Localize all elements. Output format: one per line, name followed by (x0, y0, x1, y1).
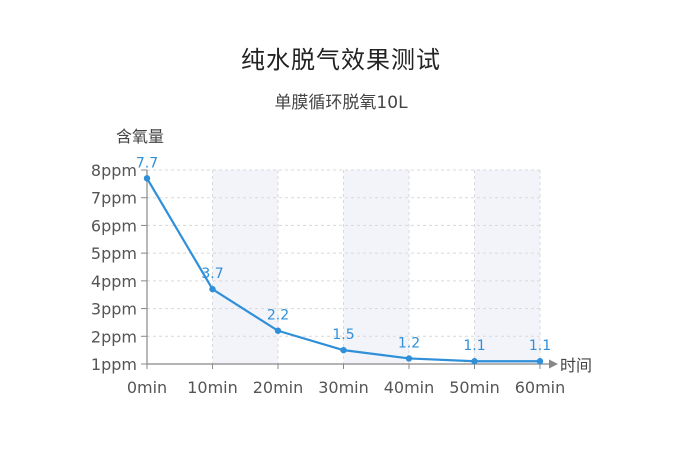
data-point (274, 327, 282, 334)
x-tick-label: 0min (127, 378, 167, 397)
y-tick-label: 1ppm (91, 355, 137, 374)
data-label: 1.2 (398, 335, 420, 351)
x-axis-arrow (549, 359, 558, 369)
data-point (209, 285, 216, 293)
data-point (405, 355, 413, 362)
y-tick-label: 8ppm (91, 161, 137, 180)
data-label: 3.7 (201, 266, 223, 282)
y-tick-label: 7ppm (91, 189, 137, 208)
data-point (471, 358, 478, 365)
data-point (340, 346, 347, 354)
data-label: 2.2 (267, 308, 289, 324)
y-axis-title: 含氧量 (116, 127, 164, 146)
data-label: 1.1 (529, 338, 551, 354)
x-tick-label: 50min (449, 378, 500, 397)
data-label: 1.5 (332, 327, 354, 343)
data-label: 7.7 (136, 155, 158, 171)
y-tick-label: 3ppm (91, 300, 137, 319)
data-point (536, 358, 544, 365)
x-tick-label: 60min (515, 378, 566, 397)
x-tick-label: 20min (253, 378, 304, 397)
x-tick-label: 40min (384, 378, 435, 397)
chart-title: 纯水脱气效果测试 (241, 46, 441, 74)
y-tick-label: 6ppm (91, 216, 137, 235)
x-tick-label: 30min (318, 378, 369, 397)
x-tick-label: 10min (187, 378, 238, 397)
chart-subtitle: 单膜循环脱氧10L (274, 93, 408, 113)
y-tick-label: 2ppm (91, 327, 137, 346)
y-tick-label: 4ppm (91, 272, 137, 291)
background-band (212, 170, 278, 364)
x-axis-title: 时间 (560, 356, 592, 375)
y-tick-label: 5ppm (91, 244, 137, 263)
background-band (343, 170, 409, 364)
data-label: 1.1 (463, 338, 485, 354)
data-point (143, 175, 151, 182)
background-band (474, 170, 540, 364)
